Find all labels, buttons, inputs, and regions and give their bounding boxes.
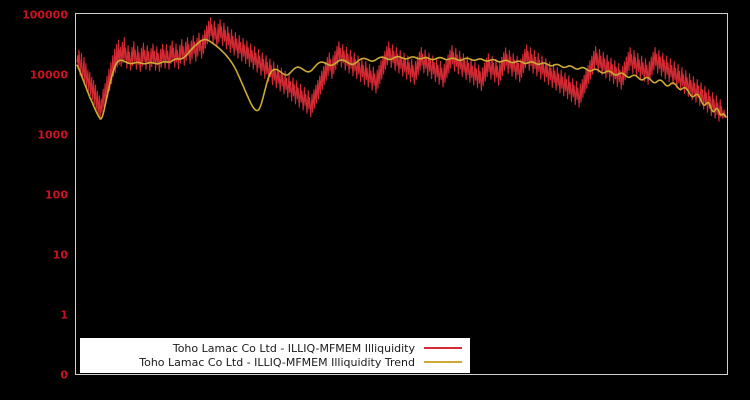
ytick-label-1: 1 (60, 308, 68, 322)
series-line-illiquidity (76, 17, 727, 122)
ytick-label-1000: 1000 (37, 128, 68, 142)
ytick-label-100: 100 (45, 188, 68, 202)
legend-label-illiquidity: Toho Lamac Co Ltd - ILLIQ-MFMEM Illiquid… (172, 341, 415, 355)
chart-legend: Toho Lamac Co Ltd - ILLIQ-MFMEM Illiquid… (80, 338, 470, 373)
ytick-label-10000: 10000 (29, 68, 68, 82)
legend-item-illiquidity: Toho Lamac Co Ltd - ILLIQ-MFMEM Illiquid… (85, 341, 465, 355)
plot-area (75, 13, 728, 375)
legend-swatch-illiquidity (424, 347, 462, 349)
series-canvas (76, 17, 727, 122)
legend-item-illiquidity-trend: Toho Lamac Co Ltd - ILLIQ-MFMEM Illiquid… (85, 355, 465, 369)
ytick-label-10: 10 (52, 248, 68, 262)
legend-swatch-illiquidity-trend (424, 361, 462, 363)
series-line-illiquidity-trend (76, 38, 727, 120)
legend-label-illiquidity-trend: Toho Lamac Co Ltd - ILLIQ-MFMEM Illiquid… (139, 355, 415, 369)
ytick-label-0: 0 (60, 368, 68, 382)
ytick-label-100000: 100000 (22, 8, 68, 22)
